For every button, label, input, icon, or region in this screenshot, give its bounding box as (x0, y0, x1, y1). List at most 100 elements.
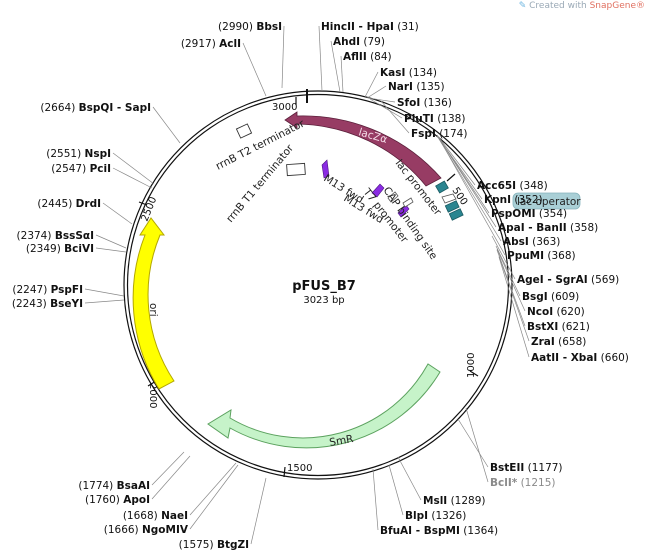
site-label-nspi[interactable]: (2551) NspI (46, 148, 111, 160)
backbone-outer (123, 90, 513, 480)
leader-line-kasi (364, 71, 379, 98)
site-position-bsteii: (1177) (528, 462, 563, 474)
lac-operator-label: lac operator (517, 196, 581, 208)
site-label-ncoi[interactable]: NcoI (620) (527, 306, 585, 318)
tick-2000: 2000 (147, 383, 158, 408)
site-position-bsssai: (2374) (17, 230, 52, 242)
leader-line-apai (438, 137, 497, 228)
site-label-zrai[interactable]: ZraI (658) (531, 336, 586, 348)
site-name-drdi: DrdI (76, 198, 101, 210)
site-label-pcii[interactable]: (2547) PciI (51, 163, 111, 175)
site-label-apai[interactable]: ApaI - BanII (358) (498, 222, 598, 234)
leader-line-nari (366, 85, 387, 99)
site-label-drdi[interactable]: (2445) DrdI (37, 198, 101, 210)
site-label-bsgi[interactable]: BsgI (609) (522, 291, 579, 303)
site-label-aflii[interactable]: AflII (84) (343, 51, 392, 63)
site-label-sfoi[interactable]: SfoI (136) (397, 97, 452, 109)
site-label-apoi[interactable]: (1760) ApoI (85, 494, 150, 506)
site-label-absi[interactable]: AbsI (363) (503, 236, 560, 248)
site-position-bcivi: (2349) (26, 243, 61, 255)
site-label-naei[interactable]: (1668) NaeI (123, 510, 188, 522)
site-label-kasi[interactable]: KasI (134) (380, 67, 437, 79)
lacza-feature (284, 111, 442, 187)
site-label-nari[interactable]: NarI (135) (388, 81, 445, 93)
m13-fwd-primer-2 (371, 183, 385, 198)
ori-label: ori (147, 303, 159, 317)
tick-1000: 1000 (466, 353, 477, 378)
site-position-aatii: (660) (601, 352, 629, 364)
tick-2500: 2500 (140, 195, 160, 223)
site-name-bstxi: BstXI (527, 321, 558, 333)
credit-icon: ✎ (518, 1, 527, 11)
site-label-bstxi[interactable]: BstXI (621) (527, 321, 590, 333)
leader-line-acli (242, 42, 267, 97)
site-name-naei: NaeI (161, 510, 188, 522)
site-name-bsaai: BsaAI (117, 480, 150, 492)
leader-line-msli (397, 456, 422, 501)
leader-line-naei (189, 462, 237, 516)
site-name-pcii: PciI (90, 163, 111, 175)
site-position-pspomi: (354) (539, 208, 567, 220)
site-label-bsteii[interactable]: BstEII (1177) (490, 462, 563, 474)
site-label-btgzi[interactable]: (1575) BtgZI (179, 539, 249, 551)
site-name-acc65i: Acc65I (477, 180, 516, 192)
site-name-bfuai: BfuAI - BspMI (380, 525, 460, 537)
site-label-fspi[interactable]: FspI (174) (411, 128, 467, 140)
site-label-bspqi[interactable]: (2664) BspQI - SapI (40, 102, 151, 114)
tick-3000: 3000 (272, 102, 297, 113)
credit-brand: SnapGene® (589, 1, 645, 11)
site-label-pspomi[interactable]: PspOMI (354) (491, 208, 567, 220)
site-label-agei[interactable]: AgeI - SgrAI (569) (517, 274, 619, 286)
site-label-bfuai[interactable]: BfuAI - BspMI (1364) (380, 525, 498, 537)
site-name-ppumi: PpuMI (507, 250, 544, 262)
site-position-ncoi: (620) (556, 306, 584, 318)
site-name-kasi: KasI (380, 67, 405, 79)
site-label-msli[interactable]: MslI (1289) (423, 495, 485, 507)
site-label-kpni[interactable]: KpnI (352) (484, 194, 543, 206)
lac-operator-feature (435, 180, 449, 194)
site-name-acli: AclI (219, 38, 241, 50)
site-position-acli: (2917) (181, 38, 216, 50)
site-label-bcli[interactable]: BclI* (1215) (490, 477, 556, 489)
backbone-inner (126, 93, 510, 477)
leader-line-plutii (369, 98, 403, 119)
site-label-blpi[interactable]: BlpI (1326) (405, 510, 466, 522)
site-label-ahdi[interactable]: AhdI (79) (333, 36, 385, 48)
leader-line-zrai (498, 255, 530, 342)
site-name-msli: MslI (423, 495, 447, 507)
site-position-bsgi: (609) (551, 291, 579, 303)
site-label-bseyi[interactable]: (2243) BseYI (12, 298, 83, 310)
m13-fwd-primer-1 (321, 159, 330, 179)
site-label-hincii[interactable]: HincII - HpaI (31) (321, 21, 419, 33)
leader-line-pspfi (84, 288, 125, 297)
site-position-bseyi: (2243) (12, 298, 47, 310)
m13-fwd-primer-3 (397, 204, 410, 218)
leader-line-agei (491, 235, 516, 280)
site-position-btgzi: (1575) (179, 539, 214, 551)
site-label-bsaai[interactable]: (1774) BsaAI (78, 480, 150, 492)
site-label-pspfi[interactable]: (2247) PspFI (12, 284, 83, 296)
site-label-bbsi[interactable]: (2990) BbsI (218, 21, 282, 33)
site-label-ngomiv[interactable]: (1666) NgoMIV (104, 524, 189, 536)
tick-2500-mark (138, 201, 148, 206)
site-name-plutii: PluTI (404, 113, 434, 125)
site-label-acc65i[interactable]: Acc65I (348) (477, 180, 548, 192)
site-position-fspi: (174) (439, 128, 467, 140)
site-label-plutii[interactable]: PluTI (138) (404, 113, 465, 125)
leader-line-aatii (498, 256, 530, 358)
site-label-ppumi[interactable]: PpuMI (368) (507, 250, 576, 262)
site-label-bcivi[interactable]: (2349) BciVI (26, 243, 94, 255)
leader-line-bsteii (457, 418, 489, 468)
tick-1500: 1500 (287, 463, 312, 474)
lac-promoter-feature (441, 193, 457, 204)
site-label-aatii[interactable]: AatII - XbaI (660) (531, 352, 629, 364)
site-position-drdi: (2445) (37, 198, 72, 210)
leader-line-bspqi (152, 106, 181, 144)
site-position-ahdi: (79) (363, 36, 385, 48)
leader-line-nspi (112, 152, 155, 185)
site-position-plutii: (138) (437, 113, 465, 125)
site-position-nspi: (2551) (46, 148, 81, 160)
leader-line-ahdi (330, 40, 341, 93)
site-label-acli[interactable]: (2917) AclI (181, 38, 241, 50)
site-label-bsssai[interactable]: (2374) BssSαI (17, 230, 94, 242)
